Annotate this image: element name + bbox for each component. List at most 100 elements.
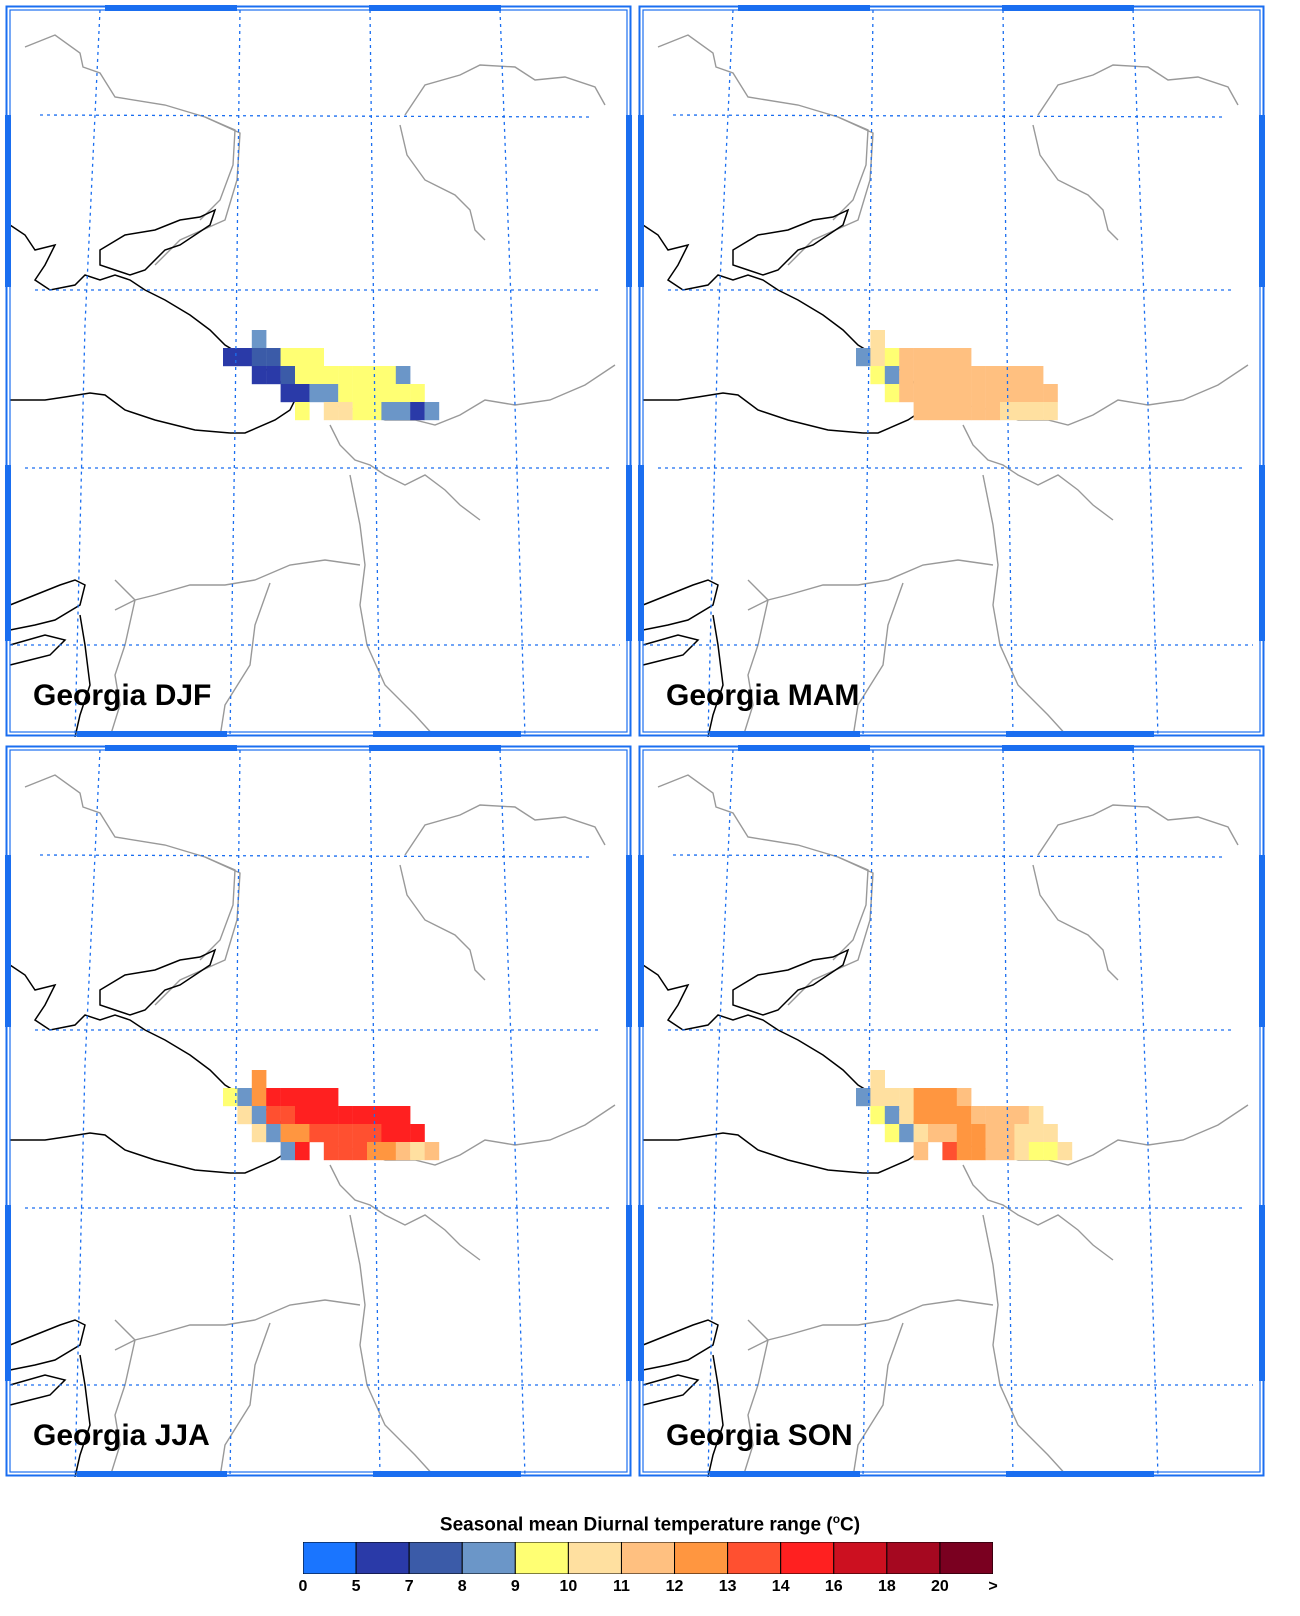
country-border <box>219 582 271 737</box>
dtr-grid-cell <box>295 1088 310 1107</box>
frame-axis-segment <box>738 745 870 751</box>
graticule-line <box>39 114 591 118</box>
dtr-grid-cell <box>251 366 267 385</box>
dtr-grid-cell <box>338 384 353 403</box>
dtr-grid-cell <box>1057 1142 1073 1161</box>
dtr-grid-cell <box>280 1124 296 1143</box>
map-frame-outer <box>5 745 632 1477</box>
map-panel-mam: Georgia MAM <box>638 5 1265 737</box>
dtr-grid-cell <box>899 366 914 385</box>
dtr-grid-cell <box>899 348 914 367</box>
dtr-grid-cell <box>237 1106 252 1125</box>
map-jja <box>5 745 632 1477</box>
coastline <box>732 948 850 1016</box>
map-mam <box>638 5 1265 737</box>
dtr-grid-cell <box>309 384 324 403</box>
dtr-grid-cell <box>1014 1106 1029 1125</box>
graticule-line <box>499 9 526 737</box>
dtr-grid-cell <box>870 1070 885 1089</box>
dtr-grid-cell <box>1043 1142 1058 1161</box>
dtr-grid-cell <box>280 1106 296 1125</box>
dtr-grid-cell <box>266 1088 281 1107</box>
country-border <box>982 1214 1069 1477</box>
dtr-grid-cell <box>956 1124 972 1143</box>
country-border <box>787 856 874 1006</box>
country-border <box>109 1319 136 1477</box>
dtr-grid-cell <box>884 1088 900 1107</box>
country-border <box>329 424 481 521</box>
coastline <box>74 614 91 737</box>
dtr-grid-cell <box>410 402 425 421</box>
dtr-grid-cell <box>266 1124 281 1143</box>
dtr-grid-cell <box>899 1124 914 1143</box>
country-border <box>24 774 236 961</box>
dtr-grid-cell <box>913 366 929 385</box>
colorbar-tick-label: 10 <box>559 1578 578 1595</box>
map-son <box>638 745 1265 1477</box>
frame-axis-segment <box>1259 855 1265 1027</box>
dtr-grid-cell <box>899 1106 914 1125</box>
dtr-grid-cell <box>985 384 1001 403</box>
dtr-grid-cell <box>280 348 296 367</box>
dtr-grid-cell <box>381 1106 396 1125</box>
panel-title-son: Georgia SON <box>666 1419 853 1452</box>
dtr-grid-cell <box>251 1070 267 1089</box>
country-border <box>114 559 361 611</box>
frame-axis-segment <box>638 115 644 287</box>
dtr-grid-cell <box>856 348 871 367</box>
coastline <box>643 392 864 434</box>
dtr-grid-cell <box>1028 366 1044 385</box>
coastline <box>707 614 724 737</box>
dtr-grid-cell <box>985 402 1001 421</box>
country-border <box>1032 864 1119 981</box>
colorbar-swatch <box>355 1542 410 1574</box>
colorbar-swatch <box>461 1542 516 1574</box>
frame-axis-segment <box>710 1471 860 1477</box>
map-panel-son: Georgia SON <box>638 745 1265 1477</box>
dtr-grid-cell <box>1000 1124 1015 1143</box>
country-border <box>24 34 236 221</box>
dtr-grid-cell <box>1043 384 1058 403</box>
panel-title-djf: Georgia DJF <box>33 679 212 712</box>
frame-axis-segment <box>1259 465 1265 641</box>
graticule-line <box>1002 9 1014 737</box>
dtr-grid-cell <box>1014 384 1029 403</box>
dtr-grid-cell <box>223 348 238 367</box>
country-border <box>329 1164 481 1261</box>
country-border <box>962 424 1114 521</box>
dtr-grid-cell <box>884 1124 900 1143</box>
country-border <box>154 116 241 266</box>
dtr-grid-cell <box>338 1124 353 1143</box>
dtr-grid-cell <box>884 384 900 403</box>
dtr-grid-cell <box>971 366 986 385</box>
frame-axis-segment <box>105 745 237 751</box>
dtr-grid-cell <box>352 1124 368 1143</box>
colorbar-tick-label: 8 <box>457 1578 467 1595</box>
coastline <box>9 1374 67 1406</box>
dtr-grid-cell <box>985 1142 1001 1161</box>
dtr-grid-cell <box>395 402 411 421</box>
colorbar-swatch <box>886 1542 941 1574</box>
coastline <box>10 392 231 434</box>
dtr-grid-cell <box>971 402 986 421</box>
frame-axis-segment <box>1006 1471 1154 1477</box>
coastline <box>642 1374 700 1406</box>
dtr-grid-cell <box>338 1106 353 1125</box>
map-panel-jja: Georgia JJA <box>5 745 632 1477</box>
colorbar <box>303 1542 993 1574</box>
dtr-grid-cell <box>928 384 943 403</box>
dtr-grid-cell <box>870 366 885 385</box>
coastline <box>74 1354 91 1477</box>
frame-axis-segment <box>638 855 644 1027</box>
country-border <box>852 582 904 737</box>
dtr-grid-cell <box>295 1142 310 1161</box>
country-border <box>219 1322 271 1477</box>
dtr-grid-cell <box>1014 1142 1029 1161</box>
dtr-grid-cell <box>295 348 310 367</box>
dtr-grid-cell <box>913 384 929 403</box>
graticule-line <box>1132 749 1159 1477</box>
dtr-grid-cell <box>280 1142 296 1161</box>
frame-axis-segment <box>626 855 632 1027</box>
country-border <box>852 1322 904 1477</box>
dtr-grid-cell <box>251 1106 267 1125</box>
